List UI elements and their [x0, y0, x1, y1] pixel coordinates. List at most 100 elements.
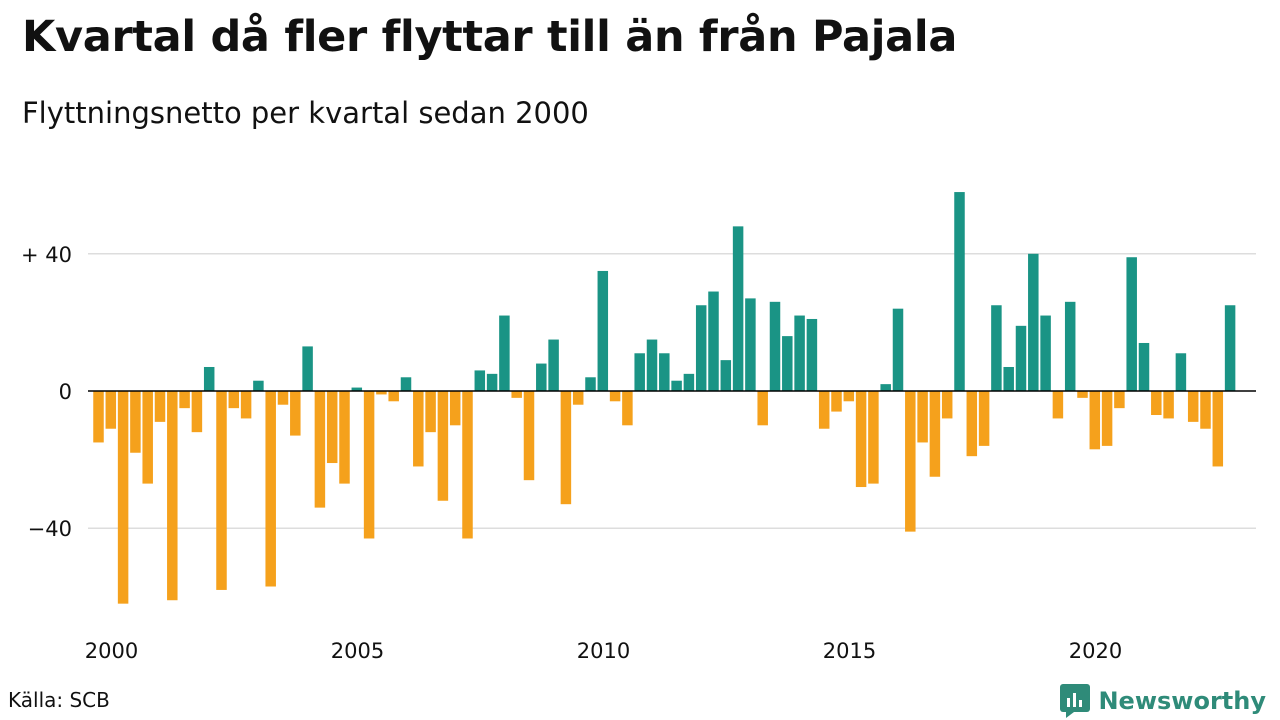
- bar: [732, 226, 744, 391]
- bar: [671, 380, 682, 391]
- newsworthy-chart-icon: [1060, 684, 1091, 718]
- bar: [179, 391, 190, 409]
- bar: [1101, 391, 1113, 446]
- bar: [93, 391, 104, 443]
- bar: [757, 391, 768, 426]
- bar: [1052, 391, 1064, 419]
- bar: [548, 339, 559, 391]
- bar: [941, 391, 953, 419]
- bar: [868, 391, 879, 484]
- bar: [1151, 391, 1162, 416]
- bar: [954, 192, 965, 391]
- bar: [117, 391, 129, 604]
- source-note: Källa: SCB: [8, 688, 110, 712]
- bar: [536, 363, 547, 391]
- bar: [929, 391, 941, 477]
- bar: [905, 391, 916, 532]
- x-tick-label: 2020: [1069, 639, 1122, 663]
- bar: [1212, 391, 1224, 467]
- y-tick-label: + 40: [21, 243, 72, 267]
- grid-lines: [88, 253, 1256, 529]
- bar: [253, 380, 264, 391]
- x-axis-labels: 2000 2005 2010 2015 2020: [85, 639, 1122, 663]
- bar: [216, 391, 227, 590]
- bar: [326, 391, 338, 464]
- bar: [486, 373, 498, 391]
- bar: [695, 305, 707, 391]
- bar: [462, 391, 473, 539]
- bar: [511, 391, 522, 398]
- bar: [376, 391, 387, 395]
- bar: [1200, 391, 1211, 429]
- bar: [523, 391, 535, 481]
- bar: [314, 391, 326, 508]
- bar: [1003, 366, 1014, 391]
- bar: [769, 301, 781, 391]
- bar: [142, 391, 153, 484]
- bar: [1089, 391, 1101, 450]
- bar: [1015, 325, 1027, 391]
- bar: [560, 391, 572, 505]
- bar: [646, 339, 658, 391]
- bar: [167, 391, 178, 601]
- y-tick-label: 0: [59, 380, 72, 404]
- bar: [806, 318, 818, 391]
- bar: [499, 315, 510, 391]
- y-tick-label: −40: [28, 517, 72, 541]
- bar: [302, 346, 313, 391]
- bar: [609, 391, 621, 402]
- bar: [1028, 253, 1039, 391]
- brand-name: Newsworthy: [1098, 687, 1266, 715]
- bar: [880, 384, 891, 391]
- bar: [1040, 315, 1051, 391]
- bar: [449, 391, 461, 426]
- bar: [413, 391, 424, 467]
- bar: [572, 391, 584, 405]
- bar: [1077, 391, 1088, 398]
- y-axis-labels: + 40 0 −40: [21, 243, 72, 541]
- chart-subtitle: Flyttningsnetto per kvartal sedan 2000: [22, 96, 589, 130]
- x-tick-label: 2000: [85, 639, 138, 663]
- bar: [892, 308, 904, 391]
- bar: [597, 270, 609, 391]
- bar: [474, 370, 486, 391]
- bar: [720, 360, 732, 391]
- bar: [1064, 301, 1076, 391]
- bar: [425, 391, 436, 433]
- bar: [388, 391, 399, 402]
- bar: [622, 391, 633, 426]
- bar: [1187, 391, 1199, 422]
- bar: [339, 391, 350, 484]
- bar: [351, 387, 363, 391]
- bar: [659, 353, 670, 391]
- bar: [240, 391, 252, 419]
- bar: [228, 391, 240, 409]
- bar: [1175, 353, 1187, 391]
- bar: [191, 391, 203, 433]
- bar: [363, 391, 375, 539]
- bar: [831, 391, 842, 412]
- bar: [290, 391, 301, 436]
- bar: [130, 391, 141, 453]
- bar: [683, 373, 695, 391]
- bar: [277, 391, 289, 405]
- x-tick-label: 2010: [577, 639, 630, 663]
- bar: [978, 391, 990, 446]
- brand-logo: Newsworthy: [1060, 684, 1266, 718]
- bar: [203, 366, 215, 391]
- bar: [634, 353, 645, 391]
- bar: [855, 391, 867, 488]
- bar: [1126, 257, 1137, 391]
- bar: [400, 377, 412, 391]
- bar: [991, 305, 1002, 391]
- bar: [782, 336, 793, 391]
- bar: [966, 391, 978, 457]
- bar: [917, 391, 928, 443]
- bar: [745, 298, 756, 391]
- bar: [585, 377, 596, 391]
- bars: [93, 192, 1236, 604]
- bar: [154, 391, 166, 422]
- bar: [265, 391, 276, 587]
- bar: [1138, 342, 1150, 391]
